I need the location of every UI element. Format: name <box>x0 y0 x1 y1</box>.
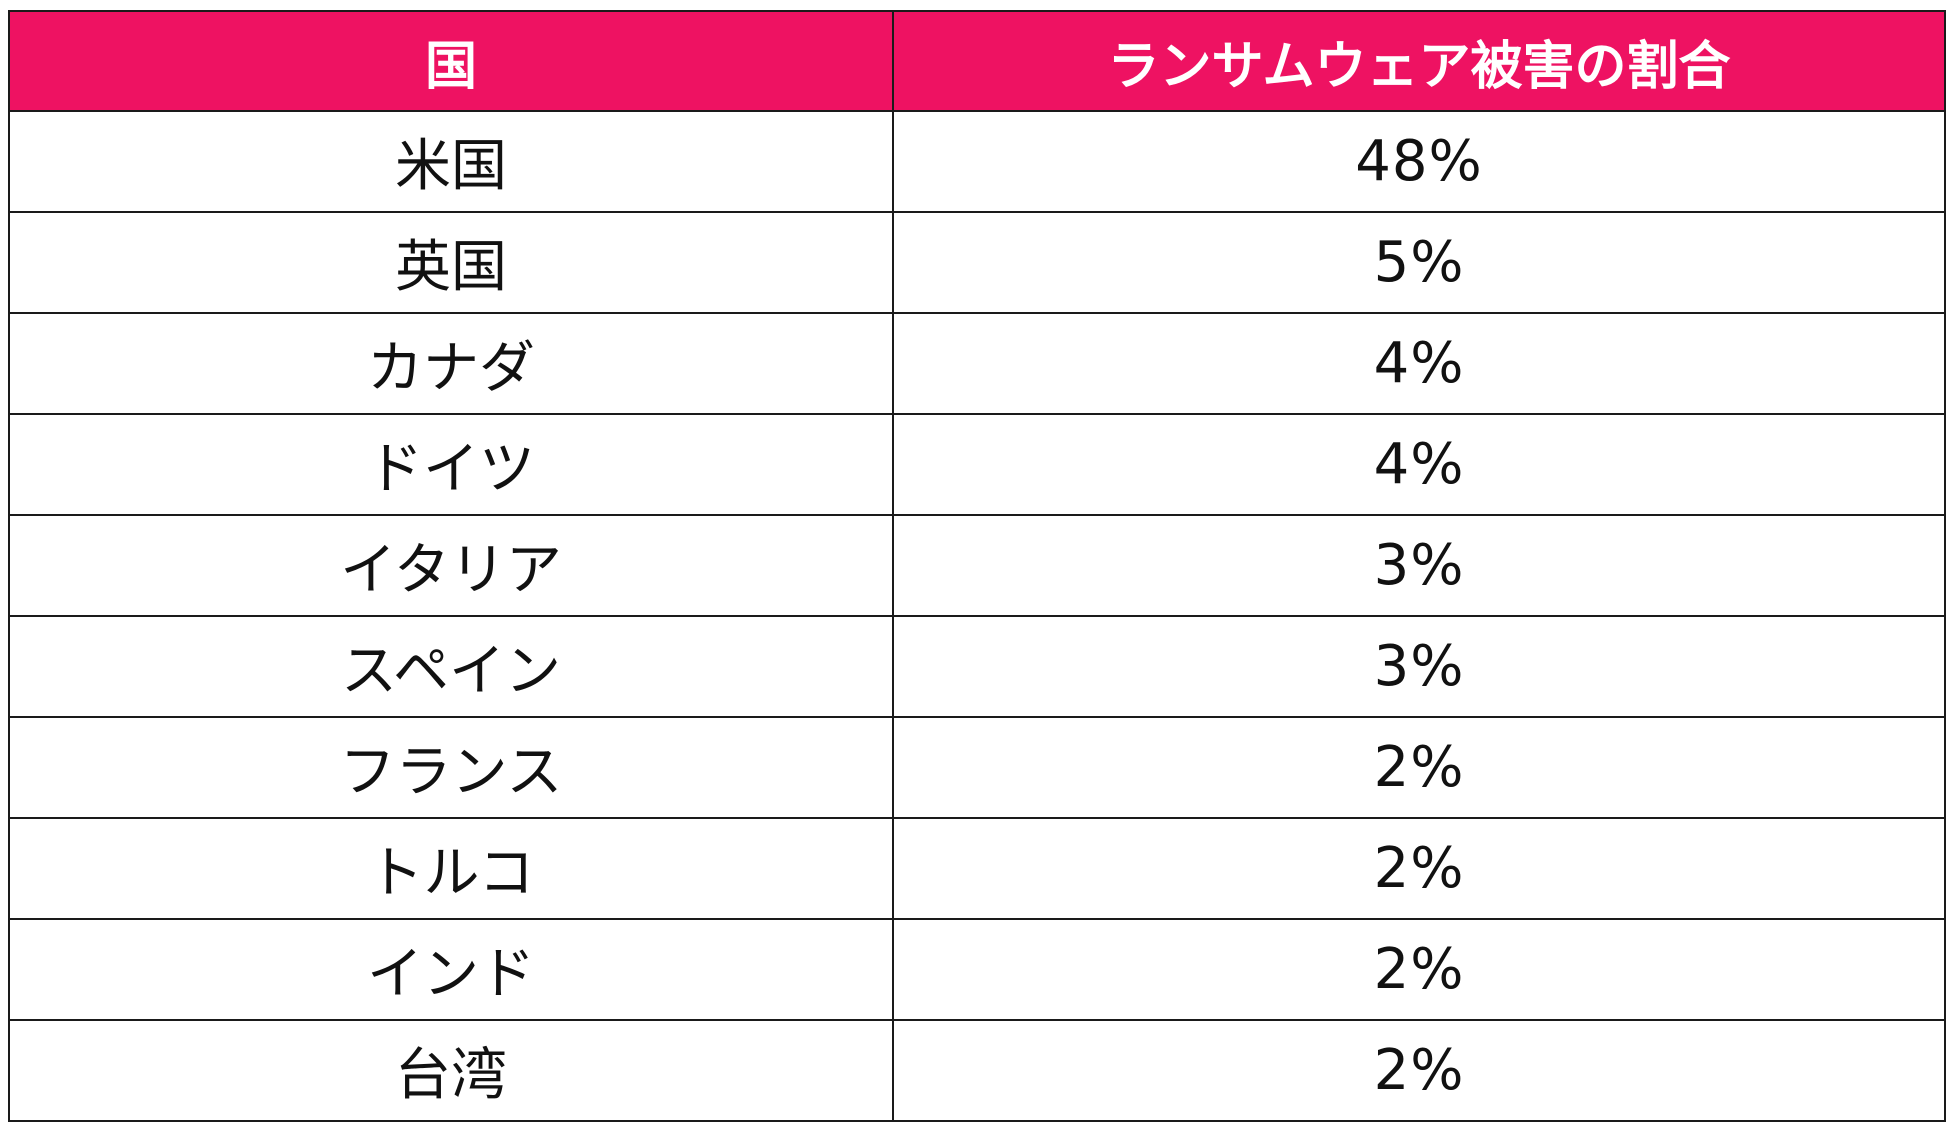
share-cell: 2% <box>892 817 1946 920</box>
share-cell: 2% <box>892 716 1946 819</box>
header-country: 国 <box>8 10 894 112</box>
country-cell: 米国 <box>8 110 894 213</box>
table-row: 台湾 2% <box>8 1019 1946 1122</box>
table-row: カナダ 4% <box>8 312 1946 415</box>
share-cell: 2% <box>892 918 1946 1021</box>
table-row: 英国 5% <box>8 211 1946 314</box>
share-cell: 4% <box>892 312 1946 415</box>
share-cell: 48% <box>892 110 1946 213</box>
country-cell: ドイツ <box>8 413 894 516</box>
country-cell: トルコ <box>8 817 894 920</box>
share-cell: 3% <box>892 514 1946 617</box>
table-row: スペイン 3% <box>8 615 1946 718</box>
share-cell: 4% <box>892 413 1946 516</box>
header-row: 国 ランサムウェア被害の割合 <box>8 10 1946 112</box>
table-row: インド 2% <box>8 918 1946 1021</box>
country-cell: カナダ <box>8 312 894 415</box>
country-cell: イタリア <box>8 514 894 617</box>
country-cell: 台湾 <box>8 1019 894 1122</box>
table-row: トルコ 2% <box>8 817 1946 920</box>
share-cell: 5% <box>892 211 1946 314</box>
table-row: フランス 2% <box>8 716 1946 819</box>
ransomware-share-table: 国 ランサムウェア被害の割合 米国 48% 英国 5% カナダ 4% ドイツ 4… <box>8 10 1946 1122</box>
country-cell: フランス <box>8 716 894 819</box>
country-cell: スペイン <box>8 615 894 718</box>
table-row: ドイツ 4% <box>8 413 1946 516</box>
country-cell: 英国 <box>8 211 894 314</box>
header-ransomware-share: ランサムウェア被害の割合 <box>892 10 1946 112</box>
share-cell: 2% <box>892 1019 1946 1122</box>
table-row: 米国 48% <box>8 110 1946 213</box>
table-row: イタリア 3% <box>8 514 1946 617</box>
country-cell: インド <box>8 918 894 1021</box>
share-cell: 3% <box>892 615 1946 718</box>
